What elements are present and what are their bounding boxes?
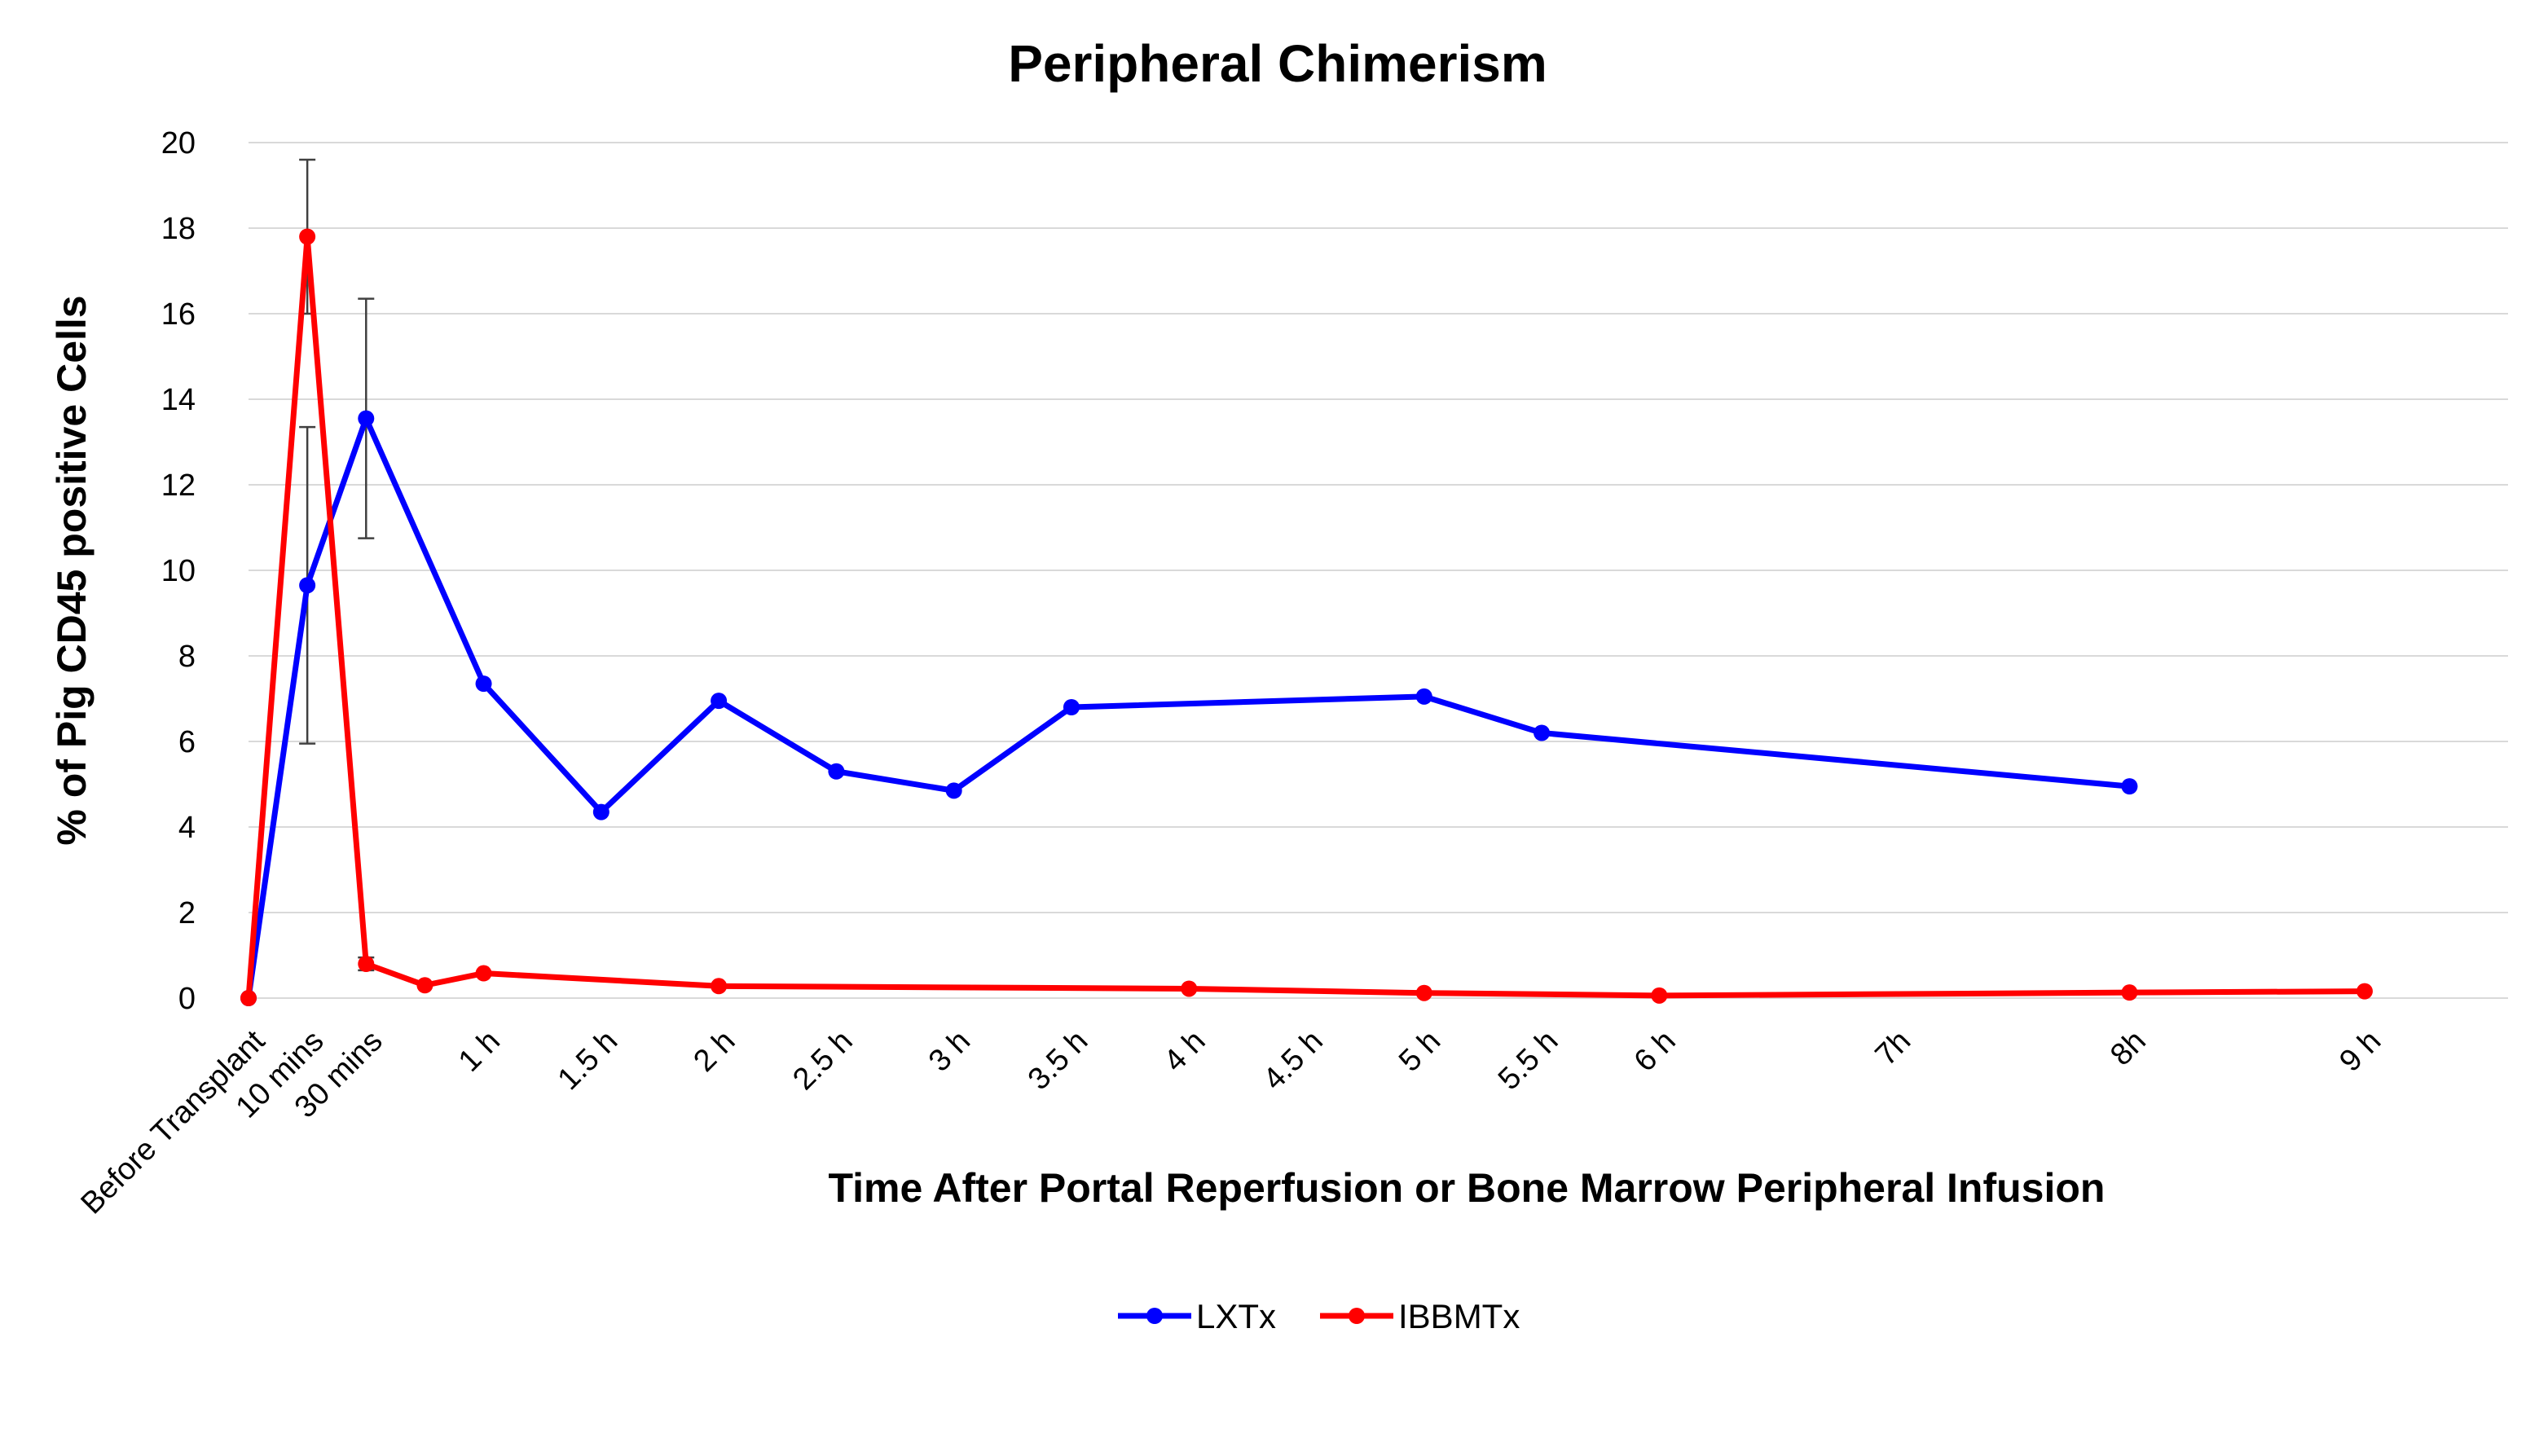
legend-label: LXTx — [1196, 1297, 1276, 1335]
legend-item-ibbmtx[interactable]: IBBMTx — [1320, 1297, 1520, 1335]
series-group — [240, 158, 2373, 1006]
x-axis-title: Time After Portal Reperfusion or Bone Ma… — [829, 1165, 2106, 1211]
data-point[interactable] — [299, 228, 316, 245]
data-point[interactable] — [2121, 984, 2138, 1001]
y-tick-label: 18 — [161, 212, 196, 246]
x-tick-label: 3.5 h — [1022, 1024, 1094, 1097]
data-point[interactable] — [299, 577, 316, 594]
y-tick-label: 2 — [178, 896, 196, 930]
data-point[interactable] — [1181, 980, 1198, 997]
x-tick-label: 4.5 h — [1256, 1024, 1329, 1097]
x-tick-label: Before Transplant — [75, 1023, 272, 1221]
data-point[interactable] — [1651, 987, 1668, 1004]
x-tick-label: 9 h — [2333, 1024, 2387, 1079]
data-point[interactable] — [711, 978, 728, 995]
x-tick-label: 6 h — [1628, 1024, 1683, 1079]
y-tick-label: 6 — [178, 725, 196, 759]
y-tick-label: 14 — [161, 383, 196, 417]
data-point[interactable] — [416, 977, 433, 994]
x-tick-label: 1 h — [452, 1024, 507, 1079]
data-point[interactable] — [711, 693, 728, 710]
data-point[interactable] — [1063, 699, 1080, 715]
y-axis-title: % of Pig CD45 positive Cells — [49, 295, 95, 845]
legend-marker — [1349, 1308, 1365, 1324]
data-point[interactable] — [1415, 984, 1432, 1001]
y-tick-label: 8 — [178, 640, 196, 674]
data-point[interactable] — [358, 956, 375, 972]
y-axis-ticks: 0 2 4 6 8 10 12 14 16 18 20 — [161, 126, 196, 1016]
legend[interactable]: LXTx IBBMTx — [1118, 1297, 1520, 1335]
legend-marker — [1146, 1308, 1163, 1324]
y-tick-label: 16 — [161, 297, 196, 332]
x-tick-label: 8h — [2104, 1024, 2153, 1073]
chart-title: Peripheral Chimerism — [1008, 34, 1547, 93]
data-point[interactable] — [945, 782, 962, 799]
x-tick-label: 2 h — [687, 1024, 741, 1079]
data-point[interactable] — [828, 763, 845, 780]
y-tick-label: 10 — [161, 554, 196, 588]
y-tick-label: 20 — [161, 126, 196, 161]
data-point[interactable] — [475, 965, 492, 982]
x-tick-label: 5.5 h — [1492, 1024, 1564, 1097]
y-tick-label: 12 — [161, 468, 196, 503]
data-point[interactable] — [475, 675, 492, 693]
series-ibbmtx — [240, 158, 2373, 1006]
data-point[interactable] — [1415, 688, 1432, 705]
y-tick-label: 4 — [178, 811, 196, 845]
data-point[interactable] — [358, 410, 375, 427]
gridlines — [249, 142, 2508, 999]
x-tick-label: 1.5 h — [552, 1024, 624, 1097]
x-tick-label: 7h — [1869, 1024, 1918, 1073]
legend-label: IBBMTx — [1398, 1297, 1520, 1335]
series-lxtx — [240, 297, 2138, 1006]
series-line — [245, 234, 2368, 1001]
data-point[interactable] — [240, 990, 257, 1006]
x-tick-label: 3 h — [922, 1024, 977, 1079]
series-line — [245, 416, 2132, 1001]
x-tick-label: 5 h — [1393, 1024, 1447, 1079]
legend-item-lxtx[interactable]: LXTx — [1118, 1297, 1276, 1335]
x-tick-label: 4 h — [1158, 1024, 1212, 1079]
data-point[interactable] — [2356, 983, 2373, 1000]
data-point[interactable] — [2121, 778, 2138, 795]
y-tick-label: 0 — [178, 982, 196, 1016]
x-tick-label: 2.5 h — [786, 1024, 859, 1097]
data-point[interactable] — [592, 803, 609, 820]
data-point[interactable] — [1534, 724, 1551, 741]
